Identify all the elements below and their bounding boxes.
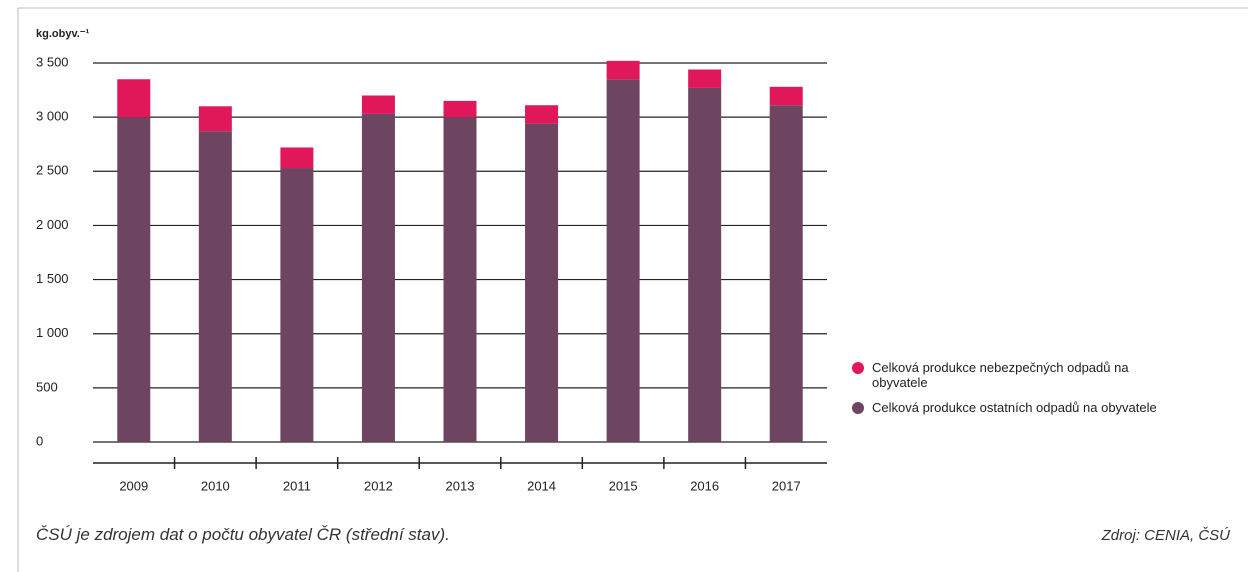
y-tick-label: 2 500 [36,163,69,178]
x-tick-label: 2014 [527,478,556,493]
x-tick-label: 2010 [201,478,230,493]
y-tick-label: 1 500 [36,271,69,286]
note: ČSÚ je zdrojem dat o počtu obyvatel ČR (… [36,525,450,544]
bar-segment [525,105,559,124]
bar-segment [688,69,722,88]
bar-segment [443,100,477,118]
bar-segment [361,113,395,442]
x-tick-label: 2015 [609,478,638,493]
bar-segment [280,147,314,169]
bar-segment [606,60,640,80]
y-tick-label: 2 000 [36,217,69,232]
y-tick-label: 500 [36,379,58,394]
bar-segment [606,79,640,442]
y-axis-label: kg.obyv.⁻¹ [36,28,90,40]
x-tick-label: 2012 [364,478,393,493]
legend: Celková produkce nebezpečných odpadů na … [852,360,1182,425]
y-tick-label: 1 000 [36,325,69,340]
bar-segment [688,87,722,443]
legend-label: Celková produkce ostatních odpadů na oby… [872,400,1157,415]
legend-item: Celková produkce ostatních odpadů na oby… [852,400,1182,415]
y-tick-label: 0 [36,433,43,448]
bar-segment [361,95,395,114]
bar-segment [443,117,477,443]
bar-segment [769,86,803,106]
legend-swatch [852,362,864,374]
y-tick-label: 3 500 [36,54,69,69]
x-tick-label: 2017 [772,478,801,493]
x-tick-label: 2009 [119,478,148,493]
y-tick-label: 3 000 [36,109,69,124]
source: Zdroj: CENIA, ČSÚ [1101,527,1230,544]
x-tick-label: 2016 [690,478,719,493]
bar-segment [198,106,232,132]
legend-item: Celková produkce nebezpečných odpadů na … [852,360,1182,390]
x-tick-label: 2011 [283,478,311,493]
legend-label: Celková produkce nebezpečných odpadů na … [872,360,1129,390]
legend-swatch [852,402,864,414]
bar-segment [769,105,803,442]
bar-segment [117,117,151,443]
bar-segment [525,123,559,442]
x-tick-label: 2013 [446,478,475,493]
bar-segment [117,79,151,118]
bar-segment [280,168,314,442]
bar-segment [198,131,232,442]
